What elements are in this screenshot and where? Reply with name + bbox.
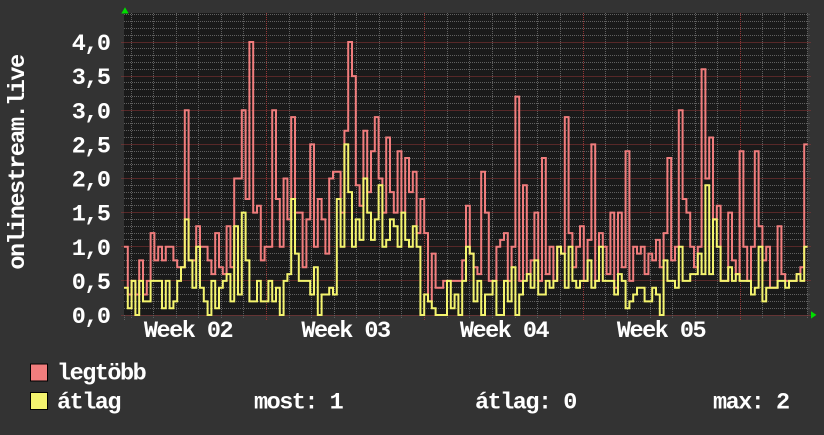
svg-text:legtöbb: legtöbb <box>57 361 146 388</box>
svg-text:Week 02: Week 02 <box>144 318 233 345</box>
svg-text:2,0: 2,0 <box>72 168 110 195</box>
svg-text:3,0: 3,0 <box>72 99 110 126</box>
svg-text:Week 05: Week 05 <box>617 318 706 345</box>
svg-text:3,5: 3,5 <box>72 65 110 92</box>
svg-text:max: 2: max: 2 <box>713 390 789 417</box>
svg-text:Week 03: Week 03 <box>301 318 390 345</box>
svg-text:Week 04: Week 04 <box>460 318 550 345</box>
svg-text:átlag: 0: átlag: 0 <box>475 390 576 417</box>
svg-text:onlinestream.live: onlinestream.live <box>5 55 32 270</box>
svg-text:átlag: átlag <box>57 390 120 417</box>
svg-text:most: 1: most: 1 <box>254 390 344 417</box>
svg-text:0,5: 0,5 <box>72 270 110 297</box>
svg-text:4,0: 4,0 <box>72 31 110 58</box>
svg-text:2,5: 2,5 <box>72 133 110 160</box>
svg-text:0,0: 0,0 <box>72 304 110 331</box>
svg-text:1,5: 1,5 <box>72 202 110 229</box>
svg-text:1,0: 1,0 <box>72 236 110 263</box>
